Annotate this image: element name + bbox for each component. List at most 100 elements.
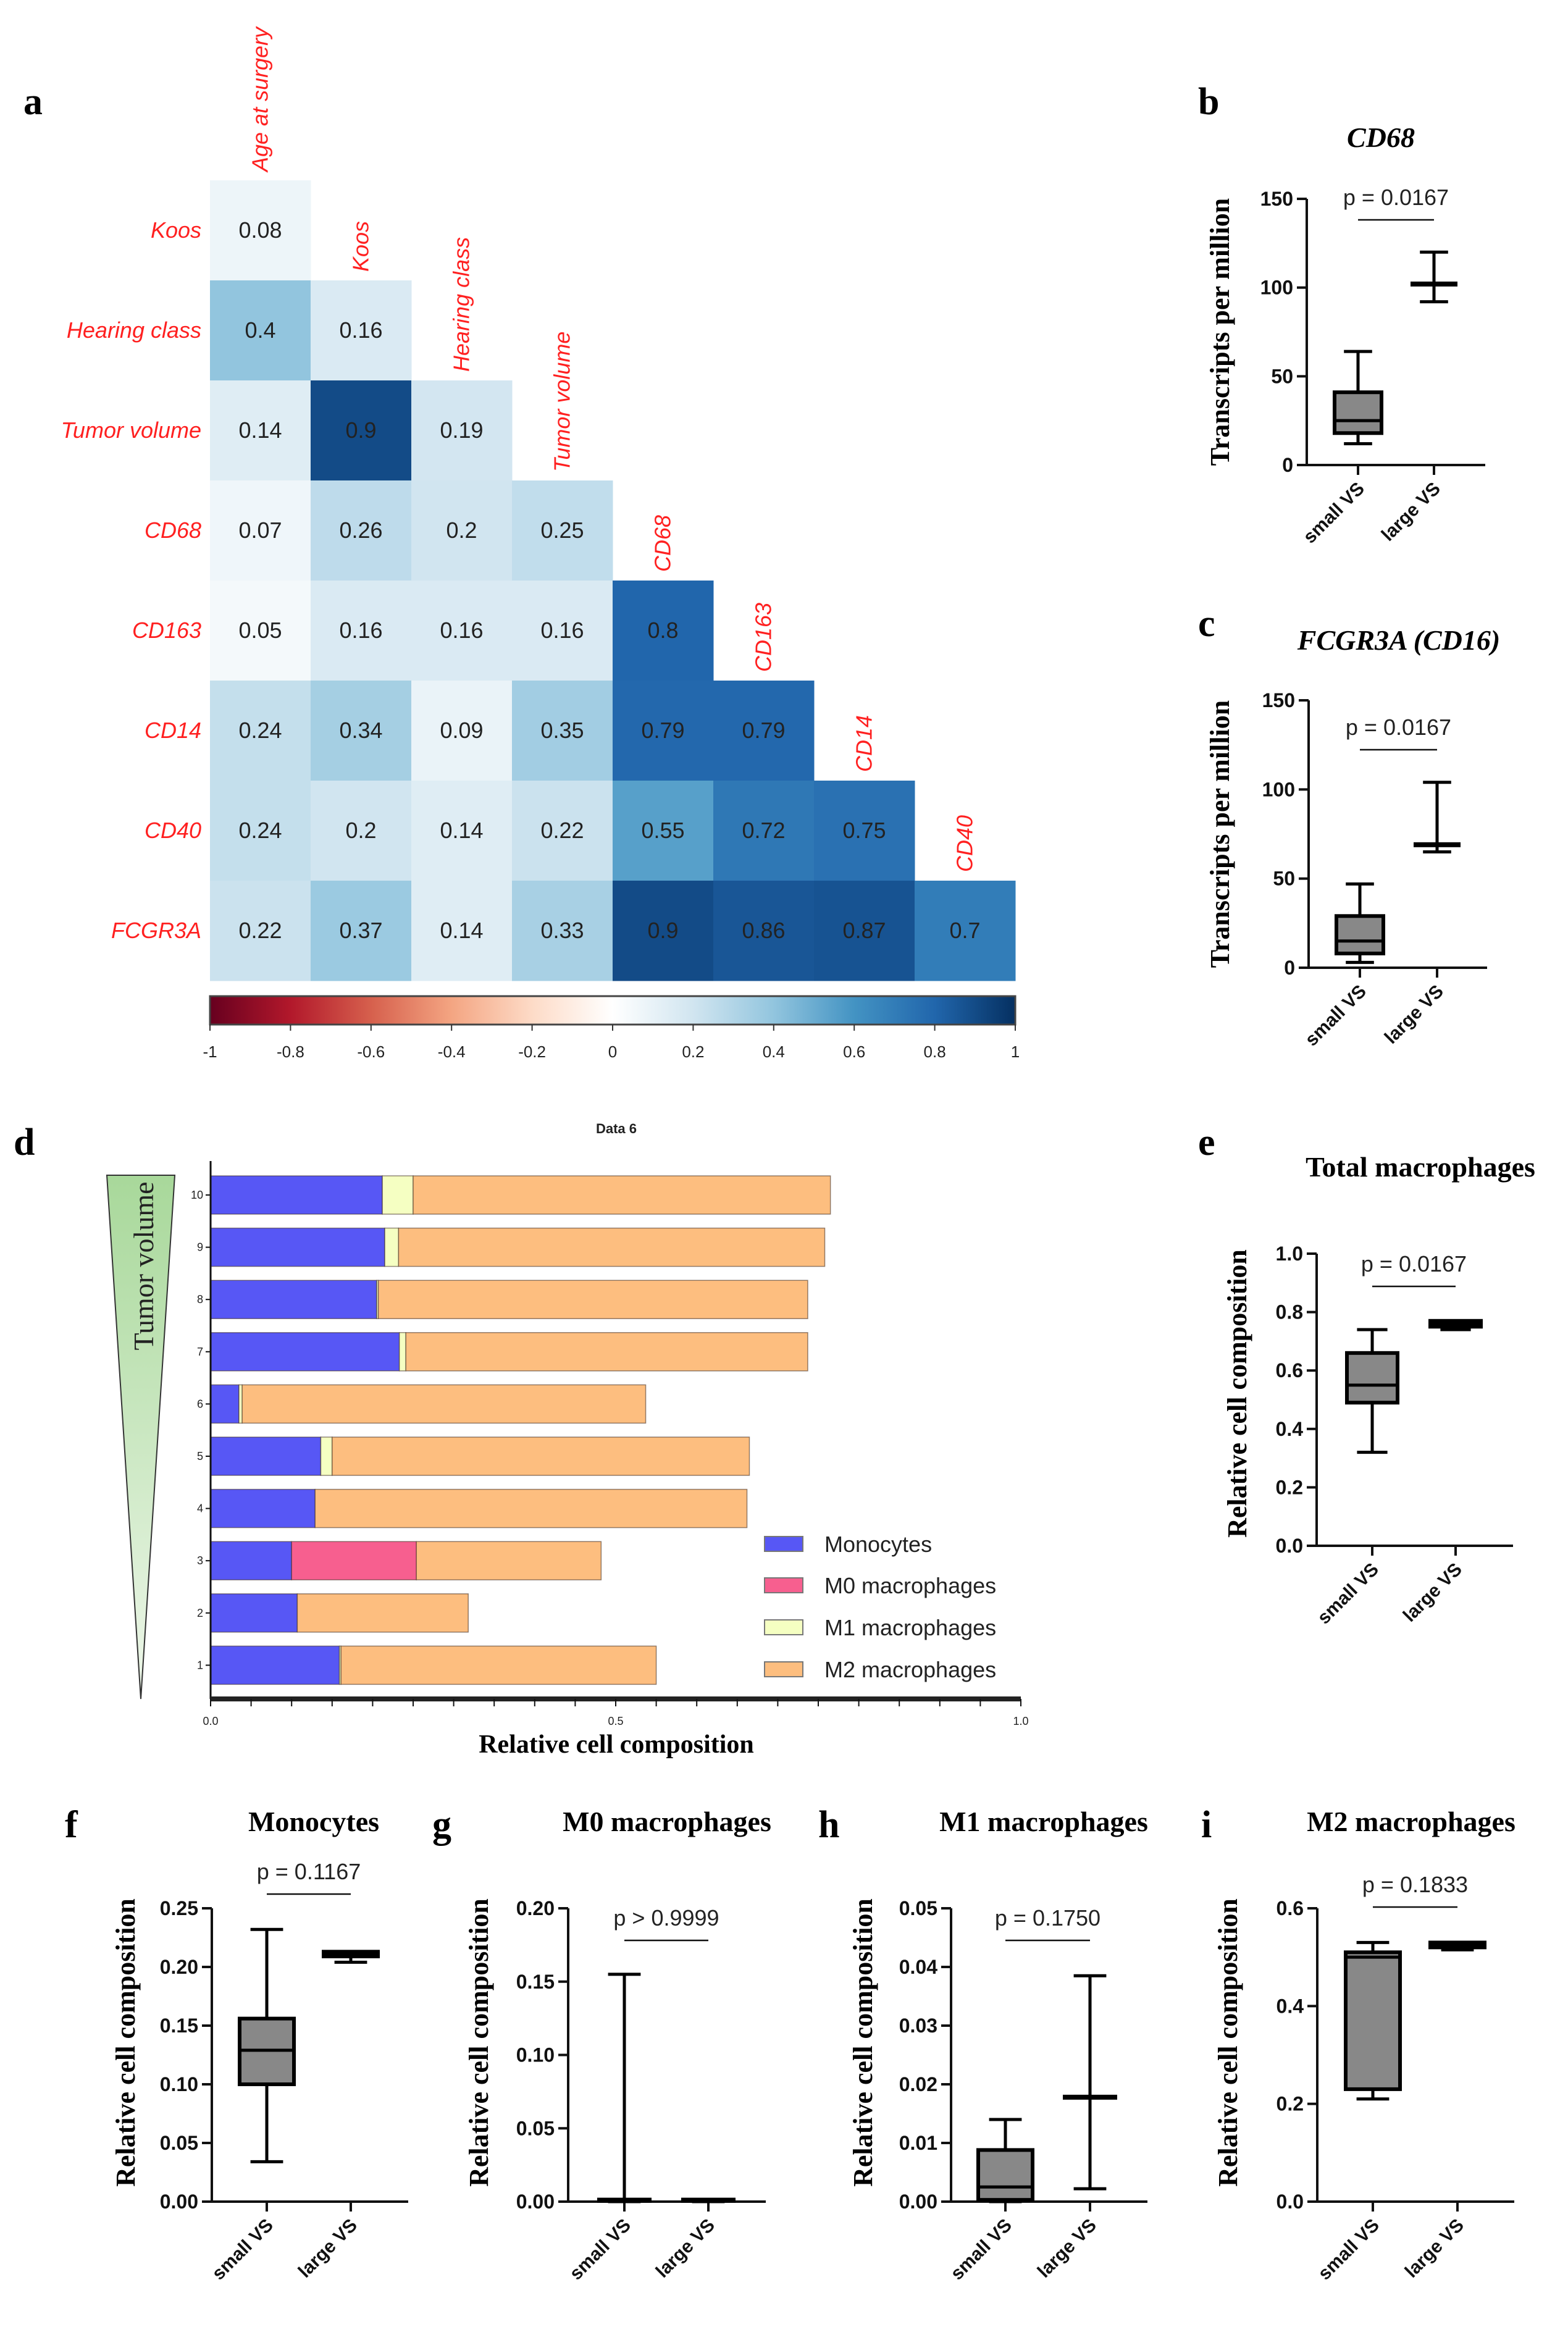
y-tick-label: 50 (1271, 365, 1293, 387)
heatmap-value: 0.9 (647, 918, 678, 943)
y-axis-label: Relative cell composition (111, 1898, 141, 2187)
median-line (1411, 281, 1457, 287)
heatmap-value: 0.79 (641, 718, 684, 743)
y-tick-label: 0.0 (1276, 1535, 1303, 1557)
panel-label-c: c (1198, 603, 1215, 645)
bar-segment (398, 1227, 826, 1267)
panel-label-g: g (432, 1804, 451, 1846)
bar-segment (314, 1488, 748, 1528)
heatmap-cell (311, 681, 412, 781)
heatmap-value: 0.16 (540, 618, 584, 643)
y-tick-label: 0.00 (516, 2191, 555, 2213)
heatmap-cell (311, 881, 412, 981)
y-tick-label: 0 (1282, 454, 1293, 476)
plot-title: Monocytes (248, 1806, 379, 1837)
legend-swatch (764, 1577, 803, 1593)
heatmap-cell (915, 881, 1016, 981)
y-tick-label: 0.00 (899, 2191, 937, 2213)
heatmap-value: 0.2 (446, 518, 477, 543)
panel-label-i: i (1201, 1804, 1212, 1846)
heatmap-cell (210, 380, 311, 481)
heatmap-value: 0.72 (742, 818, 785, 843)
y-tick-label: 4 (197, 1503, 203, 1515)
colorbar-tick-label: -0.8 (277, 1042, 304, 1061)
y-tick-label: 0.20 (516, 1897, 555, 1919)
panel-label-h: h (818, 1804, 839, 1846)
p-value: p = 0.0167 (1343, 185, 1449, 210)
y-tick-label: 0.10 (160, 2073, 198, 2095)
heatmap-value: 0.75 (842, 818, 886, 843)
p-value: p = 0.1750 (995, 1905, 1101, 1931)
y-tick-label: 1.0 (1276, 1243, 1303, 1265)
legend-swatch (764, 1661, 803, 1677)
heatmap-value: 0.07 (238, 518, 282, 543)
y-tick-label: 0.4 (1277, 1995, 1304, 2017)
panel-label-f: f (65, 1804, 78, 1846)
y-tick-label: 10 (191, 1189, 203, 1201)
heatmap-cell (311, 581, 412, 681)
heatmap-value: 0.16 (339, 317, 382, 343)
colorbar-tick-label: 0.2 (682, 1042, 704, 1061)
box-iqr (976, 2148, 1034, 2202)
y-tick-label: 1 (197, 1659, 203, 1671)
column-label: Koos (348, 221, 374, 272)
row-label: Tumor volume (61, 417, 201, 443)
row-label: FCGR3A (111, 918, 201, 943)
legend-swatch (764, 1619, 803, 1635)
p-value: p = 0.1833 (1362, 1872, 1468, 1897)
bar-segment (332, 1436, 750, 1476)
heatmap-cell (411, 581, 513, 681)
heatmap-cell (814, 881, 915, 981)
y-tick-label: 8 (197, 1293, 203, 1306)
panel-label-a: a (23, 81, 43, 123)
heatmap-cell (512, 681, 613, 781)
bar-segment (291, 1541, 417, 1580)
heatmap-value: 0.14 (440, 918, 483, 943)
heatmap-value: 0.2 (345, 818, 376, 843)
column-label: Hearing class (449, 237, 474, 372)
bar-segment (377, 1280, 808, 1319)
bar-segment (296, 1593, 469, 1633)
heatmap-cell (411, 480, 513, 581)
heatmap-cell (814, 781, 915, 881)
heatmap-cell (210, 480, 311, 581)
x-axis-label: Relative cell composition (479, 1730, 754, 1759)
bar-segment (210, 1332, 400, 1372)
y-tick-label: 0.04 (899, 1956, 937, 1978)
heatmap-cell (311, 380, 412, 481)
y-axis-label: Relative cell composition (1222, 1249, 1252, 1538)
bar-segment (340, 1645, 657, 1685)
heatmap-value: 0.7 (949, 918, 980, 943)
box-iqr (1333, 390, 1383, 435)
heatmap-value: 0.8 (647, 618, 678, 643)
heatmap-value: 0.37 (339, 918, 382, 943)
y-axis-label: Relative cell composition (1213, 1898, 1243, 2187)
y-tick-label: 0.03 (899, 2015, 937, 2037)
colorbar-tick-label: 1 (1011, 1042, 1020, 1061)
colorbar-tick-label: -0.4 (438, 1042, 466, 1061)
median-line (597, 2197, 652, 2203)
legend-label: Monocytes (824, 1532, 932, 1557)
y-tick-label: 0.0 (1277, 2191, 1304, 2213)
panel-label-b: b (1198, 81, 1219, 123)
row-label: CD14 (145, 718, 201, 743)
row-label: Hearing class (67, 317, 201, 343)
heatmap-cell (512, 881, 613, 981)
heatmap-cell (210, 681, 311, 781)
y-tick-label: 0.4 (1276, 1418, 1304, 1440)
y-tick-label: 0.15 (160, 2015, 198, 2037)
p-value: p = 0.1167 (257, 1859, 361, 1884)
y-axis-label: Relative cell composition (848, 1898, 878, 2187)
heatmap-cell (613, 681, 714, 781)
heatmap-cell (411, 781, 513, 881)
colorbar-tick-label: 0.8 (924, 1042, 946, 1061)
legend-label: M2 macrophages (824, 1657, 996, 1682)
plot-title: CD68 (1347, 122, 1415, 153)
bar-segment (416, 1541, 602, 1580)
column-label: CD14 (852, 715, 877, 772)
heatmap-cell (311, 280, 412, 381)
y-tick-label: 100 (1260, 277, 1293, 299)
row-label: CD68 (145, 518, 201, 543)
bar-segment (210, 1280, 377, 1319)
